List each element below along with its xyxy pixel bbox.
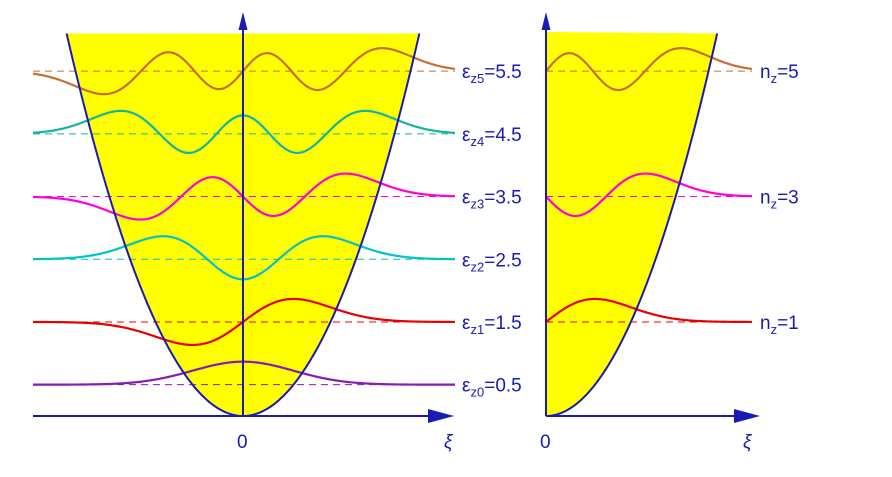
level-value: =3.5 [484, 188, 522, 209]
left-horizontal-axis-arrow-icon [428, 409, 454, 423]
epsilon-symbol: ε [462, 62, 471, 83]
level-subscript: z [771, 197, 778, 212]
level-subscript: z1 [470, 322, 484, 337]
right-horizontal-axis-arrow-icon [734, 409, 760, 423]
level-subscript: z4 [470, 134, 484, 149]
epsilon-symbol: ε [462, 125, 471, 146]
right-wavefunction-5 [545, 47, 753, 92]
right-origin-label: 0 [540, 432, 551, 453]
epsilon-symbol: ε [462, 313, 471, 334]
level-subscript: z3 [470, 197, 484, 212]
right-level-label-3: nz=3 [760, 188, 799, 212]
right-level-label-5: nz=5 [760, 62, 799, 86]
right-wavefunction-3 [545, 172, 753, 218]
level-value: =3 [777, 188, 799, 209]
left-level-label-4: εz4=4.5 [462, 125, 522, 149]
level-value: =2.5 [484, 250, 522, 271]
level-value: =1 [777, 313, 799, 334]
level-value: =1.5 [484, 313, 522, 334]
left-level-label-5: εz5=5.5 [462, 62, 522, 86]
right-well-fill [546, 32, 718, 416]
left-energy-labels: εz0=0.5εz1=1.5εz2=2.5εz3=3.5εz4=4.5εz5=5… [462, 62, 522, 400]
right-vertical-axis-arrow-icon [541, 12, 551, 30]
right-level-label-1: nz=1 [760, 313, 799, 337]
level-subscript: z [771, 71, 778, 86]
level-value: =5.5 [484, 62, 522, 83]
left-level-label-2: εz2=2.5 [462, 250, 522, 274]
quantum-number-symbol: n [760, 313, 771, 334]
left-origin-label: 0 [237, 432, 248, 453]
right-xi-axis-label: ξ [743, 432, 753, 453]
epsilon-symbol: ε [462, 376, 471, 397]
level-value: =0.5 [484, 376, 522, 397]
level-subscript: z2 [470, 259, 484, 274]
level-value: =5 [777, 62, 799, 83]
right-wavefunctions [545, 47, 753, 324]
right-wavefunction-1 [545, 297, 752, 324]
epsilon-symbol: ε [462, 250, 471, 271]
quantum-number-symbol: n [760, 62, 771, 83]
level-subscript: z5 [470, 71, 484, 86]
left-level-label-0: εz0=0.5 [462, 376, 522, 400]
level-value: =4.5 [484, 125, 522, 146]
left-level-label-3: εz3=3.5 [462, 188, 522, 212]
full-oscillator-panel: 0 ξ εz0=0.5εz1=1.5εz2=2.5εz3=3.5εz4=4.5ε… [32, 12, 522, 453]
left-xi-axis-label: ξ [444, 432, 454, 453]
half-oscillator-panel: 0 ξ nz=1nz=3nz=5 [540, 12, 799, 453]
right-potential-curve [545, 33, 719, 417]
quantum-number-symbol: n [760, 188, 771, 209]
level-subscript: z0 [470, 385, 484, 400]
left-level-label-1: εz1=1.5 [462, 313, 522, 337]
epsilon-symbol: ε [462, 188, 471, 209]
right-energy-labels: nz=1nz=3nz=5 [760, 62, 799, 337]
left-vertical-axis-arrow-icon [238, 12, 248, 30]
level-subscript: z [771, 322, 778, 337]
